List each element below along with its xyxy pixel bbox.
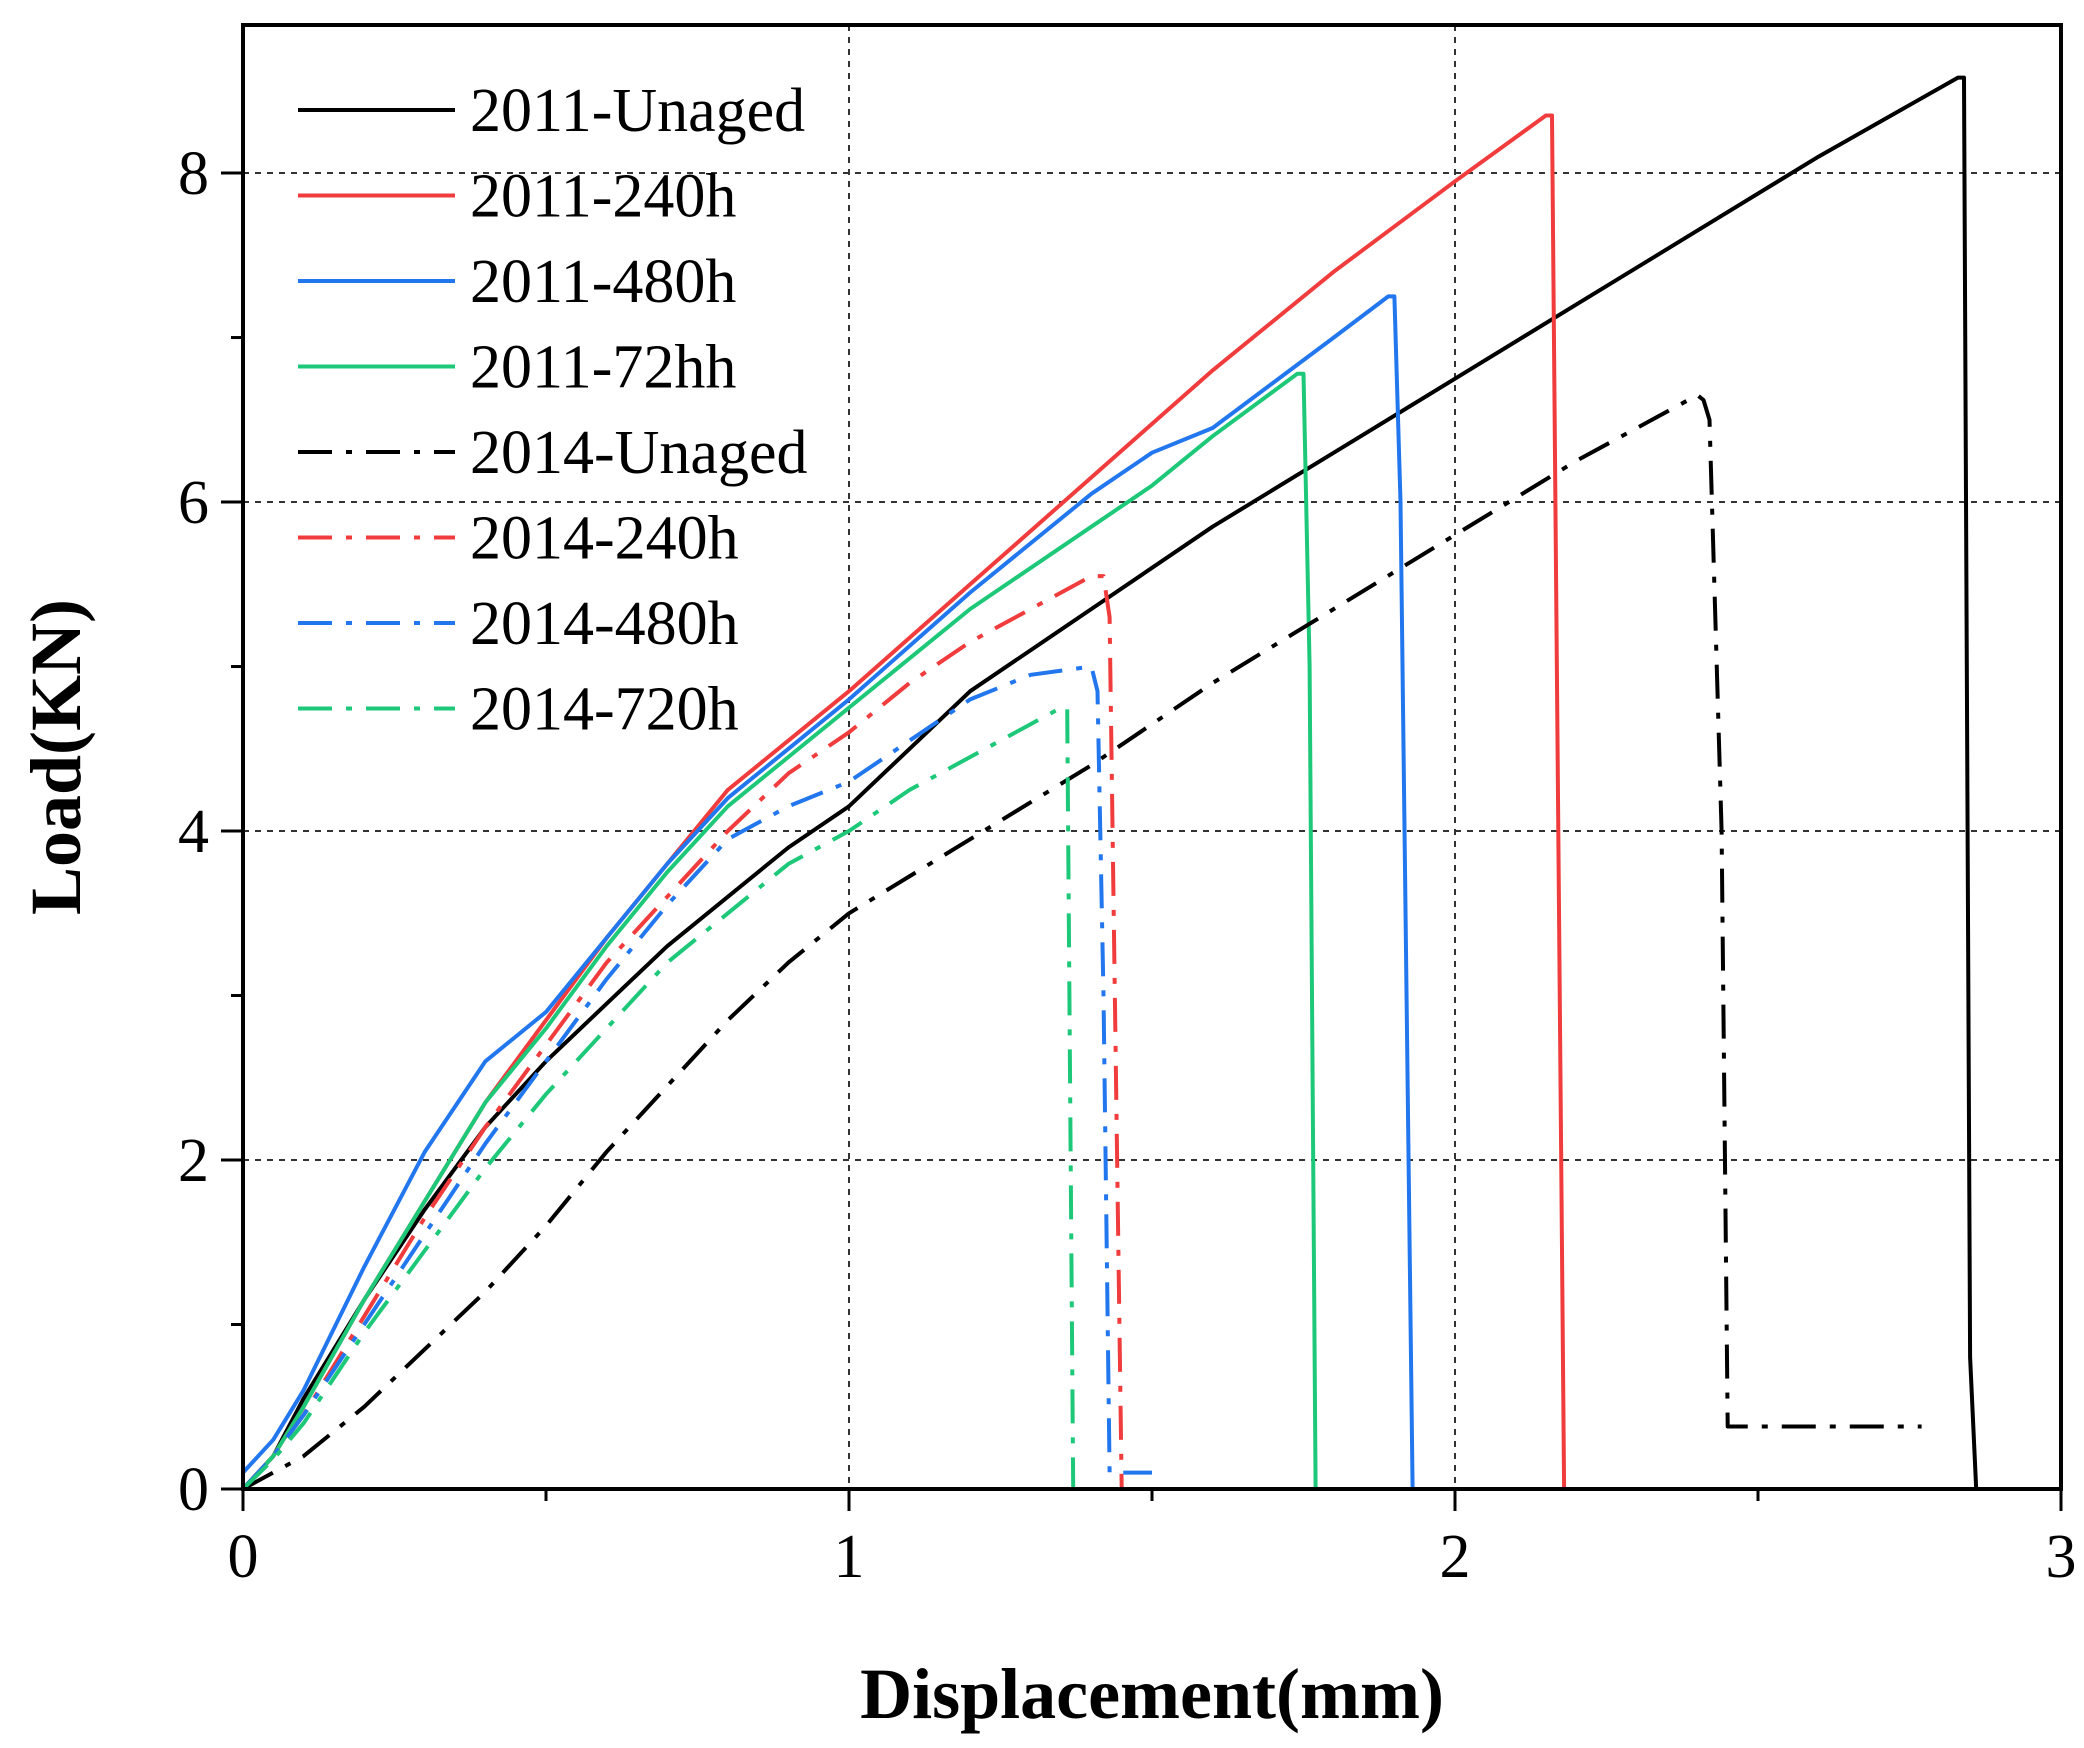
legend-label: 2011-Unaged [470, 77, 805, 145]
plot-frame [241, 23, 2063, 1491]
y-tick-label: 6 [178, 469, 209, 537]
series-layer [243, 75, 1979, 1489]
legend: 2011-Unaged 2011-240h 2011-480h 2011-72hh 20… [298, 77, 807, 744]
y-tick-label: 8 [178, 140, 209, 208]
series-line-2011-480h [243, 294, 1546, 1489]
legend-label: 2014-240h [470, 505, 739, 573]
y-tick-label: 2 [178, 1127, 209, 1195]
axis-ticks: 0 1 2 3 0 2 4 6 8 [178, 140, 2077, 1591]
x-tick-label: 2 [1440, 1523, 1471, 1591]
series-line-2014-720h [243, 705, 1076, 1489]
grid-lines [243, 25, 2061, 1489]
legend-label: 2011-240h [470, 163, 736, 231]
y-tick-label: 4 [178, 798, 209, 866]
series-line-2011-Unaged [243, 75, 1979, 1489]
legend-label: 2011-72hh [470, 334, 736, 402]
x-tick-label: 1 [834, 1523, 865, 1591]
legend-label: 2014-480h [470, 590, 739, 658]
series-line-2014-240h [243, 574, 1124, 1489]
series-line-2011-240h [243, 113, 1668, 1489]
y-tick-label: 0 [178, 1456, 209, 1524]
x-axis-title: Displacement(mm) [860, 1654, 1444, 1734]
series-line-2014-Unaged [243, 393, 1922, 1489]
x-tick-label: 0 [228, 1523, 259, 1591]
legend-label: 2011-480h [470, 248, 736, 316]
series-line-2011-72hh [243, 371, 1318, 1489]
series-line-2014-480h [243, 664, 1152, 1489]
legend-label: 2014-Unaged [470, 419, 807, 487]
y-axis-title: Load(KN) [16, 599, 96, 915]
legend-label: 2014-720h [470, 676, 739, 744]
x-tick-label: 3 [2046, 1523, 2077, 1591]
